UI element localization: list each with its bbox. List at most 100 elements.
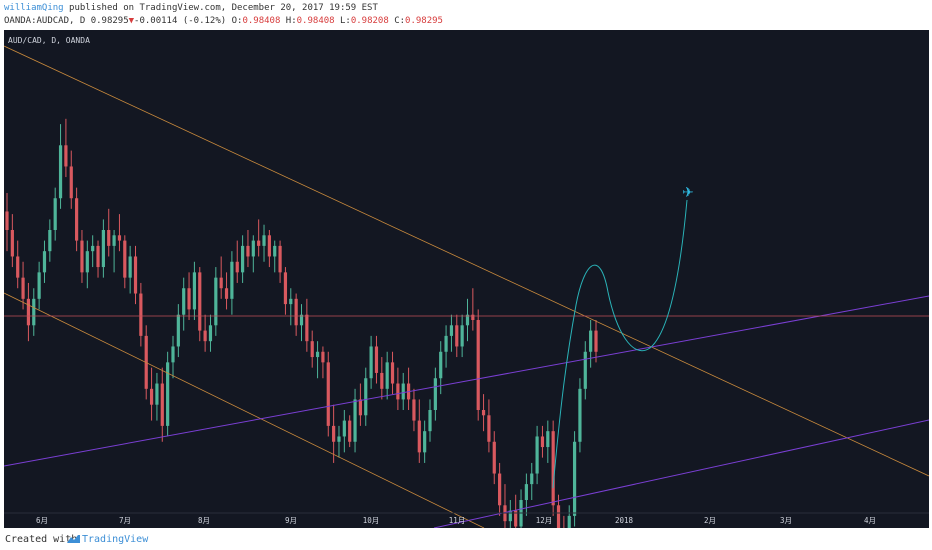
candle-body	[449, 325, 454, 336]
candle-body	[203, 330, 207, 342]
candles-layer	[5, 118, 598, 528]
candle-body	[492, 441, 496, 474]
candle-body	[224, 288, 229, 299]
candle-body	[246, 245, 250, 257]
x-tick-label: 11月	[449, 516, 466, 525]
candle-body	[182, 288, 186, 315]
candle-body	[514, 510, 518, 527]
change-text: -0.00114 (-0.12%)	[134, 16, 227, 26]
high-label: H:	[280, 16, 297, 26]
candle-body	[374, 346, 379, 373]
candle-body	[257, 240, 261, 246]
candle-body	[171, 346, 175, 363]
candle-body	[433, 378, 437, 410]
candle-body	[594, 330, 598, 352]
candle-body	[16, 256, 20, 278]
candle-body	[439, 351, 443, 379]
candle-body	[530, 473, 534, 485]
candle-body	[21, 277, 25, 299]
candle-body	[85, 251, 89, 273]
candle-body	[498, 473, 502, 506]
footer: Created with TradingView	[0, 528, 932, 550]
candle-body	[589, 330, 593, 352]
candle-body	[578, 388, 582, 442]
channel-top-line[interactable]	[4, 45, 929, 477]
x-tick-label: 9月	[285, 516, 297, 525]
candle-body	[460, 325, 464, 347]
candle-body	[455, 325, 459, 347]
chart-area[interactable]: AUD/CAD, D, OANDA ✈ 6月 7月 8月 9月 10月 11月 12月 201…	[4, 30, 929, 528]
candle-body	[80, 240, 84, 273]
candle-body	[332, 425, 336, 442]
price-chart[interactable]: AUD/CAD, D, OANDA ✈ 6月 7月 8月 9月 10月 11月 12月 201…	[4, 30, 929, 528]
open-value: 0.98408	[242, 16, 281, 26]
publish-header: williamQing published on TradingView.com…	[0, 0, 932, 30]
candle-body	[417, 420, 421, 453]
candle-body	[267, 235, 271, 257]
candle-body	[369, 346, 373, 379]
candle-body	[187, 288, 191, 310]
candle-body	[241, 245, 245, 273]
author-link[interactable]: williamQing	[4, 3, 64, 13]
down-arrow-icon: ▼	[128, 16, 135, 26]
candle-body	[53, 198, 57, 230]
candle-body	[487, 415, 491, 442]
candle-body	[42, 251, 47, 273]
candle-body	[465, 314, 470, 326]
candle-body	[96, 245, 100, 268]
candle-body	[508, 510, 512, 522]
candle-body	[385, 362, 389, 389]
candle-body	[556, 505, 561, 528]
candle-body	[540, 436, 545, 448]
candle-body	[58, 145, 63, 199]
candle-body	[524, 484, 528, 500]
tradingview-brand[interactable]: TradingView	[82, 534, 149, 545]
candle-body	[315, 351, 320, 358]
candle-body	[112, 235, 116, 246]
candle-body	[166, 362, 170, 426]
candle-body	[219, 277, 223, 289]
x-axis: 6月 7月 8月 9月 10月 11月 12月 2018 2月 3月 4月	[4, 512, 929, 525]
candle-body	[251, 240, 255, 257]
candle-body	[390, 362, 395, 384]
candle-body	[551, 431, 555, 506]
candle-body	[305, 314, 309, 342]
candle-body	[64, 145, 68, 167]
support-line-upper[interactable]	[4, 295, 929, 467]
candle-body	[32, 298, 36, 326]
candle-body	[310, 341, 314, 358]
candle-body	[176, 314, 180, 347]
candle-body	[149, 388, 154, 405]
x-tick-label: 12月	[536, 516, 553, 525]
candle-body	[567, 515, 571, 528]
quote-prefix: OANDA:AUDCAD, D 0.98295	[4, 16, 129, 26]
candle-body	[396, 383, 400, 400]
open-label: O:	[226, 16, 243, 26]
candle-body	[353, 399, 357, 442]
candle-body	[107, 230, 111, 246]
candle-body	[273, 245, 277, 257]
close-value: 0.98295	[405, 16, 443, 26]
projection-curve[interactable]	[552, 199, 688, 489]
candle-body	[128, 256, 132, 278]
candle-body	[294, 298, 298, 326]
x-tick-label: 7月	[119, 516, 131, 525]
candle-body	[348, 420, 352, 442]
candle-body	[208, 325, 213, 342]
candle-body	[139, 293, 143, 336]
candle-body	[289, 298, 293, 305]
drawings-layer: ✈	[4, 45, 929, 528]
high-value: 0.98408	[296, 16, 335, 26]
candle-body	[192, 272, 197, 310]
support-line-lower[interactable]	[433, 419, 929, 528]
candle-body	[471, 314, 475, 320]
candle-body	[91, 245, 95, 252]
x-tick-label: 4月	[864, 516, 876, 525]
x-tick-label: 10月	[363, 516, 380, 525]
x-tick-label: 2月	[704, 516, 716, 525]
x-tick-label: 2018	[615, 516, 634, 525]
candle-body	[123, 240, 127, 278]
x-tick-label: 3月	[780, 516, 792, 525]
channel-bottom-line[interactable]	[4, 292, 485, 528]
candle-body	[358, 399, 362, 416]
